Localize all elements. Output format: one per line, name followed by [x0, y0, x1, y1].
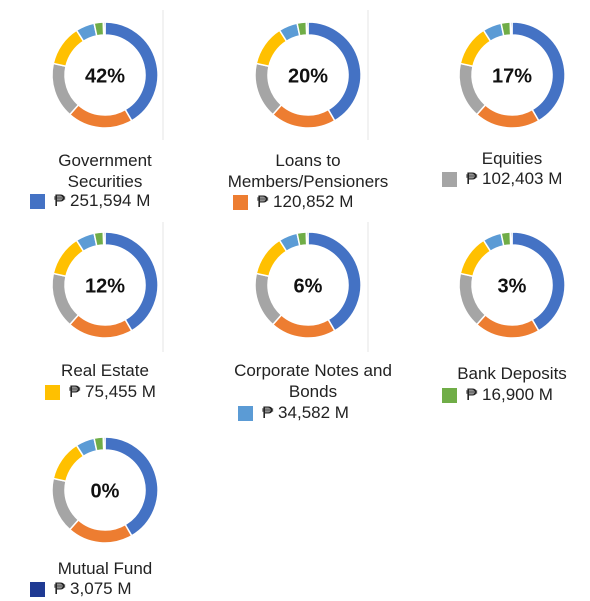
donut-segment — [459, 29, 492, 68]
donut-segment — [509, 231, 513, 246]
percent-label: 0% — [91, 480, 120, 502]
donut-segment — [52, 29, 85, 68]
donut-segment — [459, 239, 492, 278]
donut-segment — [51, 477, 80, 531]
amount-row: ₱ 3,075 M — [30, 579, 132, 599]
donut-segment — [458, 272, 487, 326]
donut-segment — [102, 231, 106, 246]
legend-swatch — [442, 387, 457, 403]
percent-label: 12% — [85, 275, 125, 297]
amount-label: ₱ 34,582 M — [262, 403, 349, 422]
donut-segment — [271, 313, 336, 339]
donut-segment — [52, 444, 85, 483]
category-name: Real Estate — [61, 361, 149, 380]
amount-label: ₱ 16,900 M — [466, 385, 553, 404]
legend-swatch — [233, 194, 248, 210]
percent-label: 17% — [492, 65, 532, 87]
legend-swatch — [442, 171, 457, 187]
legend-swatch — [238, 405, 253, 421]
donut-segment — [102, 436, 106, 451]
amount-row: ₱ 251,594 M — [30, 191, 150, 211]
donut-segment — [52, 239, 85, 278]
donut-segment — [68, 518, 133, 544]
donut-segment — [475, 313, 540, 339]
category-name: Equities — [481, 149, 543, 168]
category-name: Loans to Members/Pensioners — [227, 151, 389, 191]
donut-segment — [509, 21, 513, 36]
donut-segment — [254, 272, 283, 326]
amount-row: ₱ 120,852 M — [233, 192, 353, 212]
amount-row: ₱ 102,403 M — [442, 169, 562, 189]
amount-row: ₱ 34,582 M — [238, 403, 349, 423]
donut-segment — [51, 62, 80, 116]
donut-segment — [68, 313, 133, 339]
donut-segment — [254, 62, 283, 116]
amount-label: ₱ 75,455 M — [69, 382, 156, 401]
amount-row: ₱ 16,900 M — [442, 385, 553, 405]
percent-label: 42% — [85, 65, 125, 87]
amount-label: ₱ 102,403 M — [466, 169, 563, 188]
percent-label: 20% — [288, 65, 328, 87]
donut-segment — [458, 62, 487, 116]
amount-row: ₱ 75,455 M — [45, 382, 156, 402]
donut-segment — [102, 21, 106, 36]
donut-segment — [305, 21, 309, 36]
amount-label: ₱ 251,594 M — [54, 191, 151, 210]
category-name: Mutual Fund — [57, 559, 153, 578]
donut-segment — [255, 29, 288, 68]
amount-label: ₱ 120,852 M — [257, 192, 354, 211]
donut-segment — [271, 103, 336, 129]
category-name: Government Securities — [58, 151, 152, 191]
legend-swatch — [30, 193, 45, 209]
category-name: Corporate Notes and Bonds — [234, 361, 392, 401]
legend-swatch — [45, 384, 60, 400]
donut-segment — [255, 239, 288, 278]
donut-segment — [305, 231, 309, 246]
donut-segment — [475, 103, 540, 129]
donut-segment — [51, 272, 80, 326]
percent-label: 3% — [498, 275, 527, 297]
amount-label: ₱ 3,075 M — [54, 579, 132, 598]
category-name: Bank Deposits — [457, 364, 567, 383]
donut-segment — [68, 103, 133, 129]
percent-label: 6% — [294, 275, 323, 297]
legend-swatch — [30, 581, 45, 597]
